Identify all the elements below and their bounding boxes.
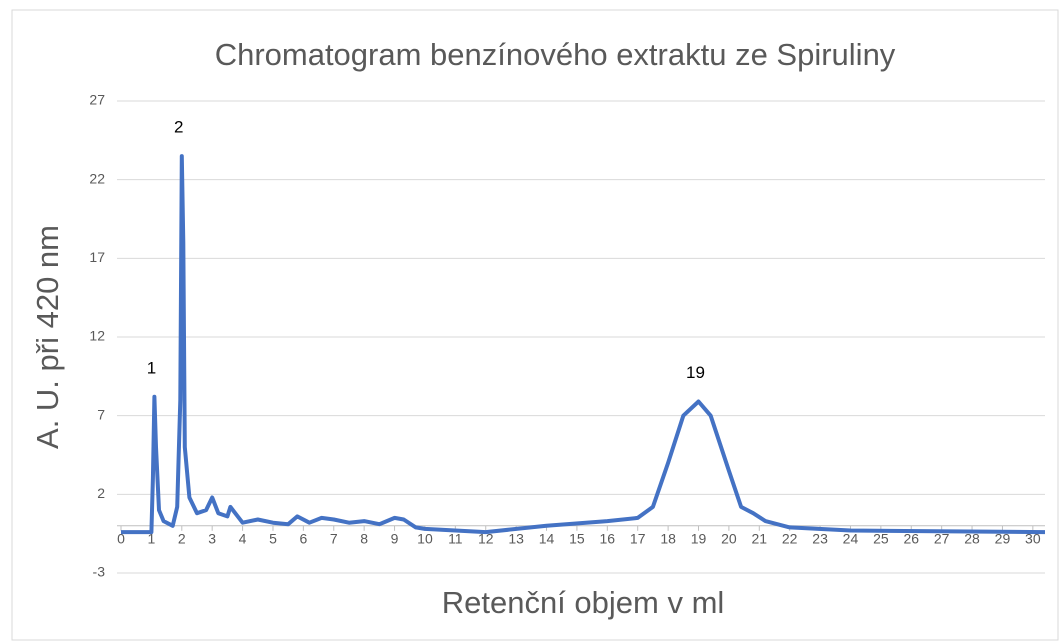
y-axis-label: A. U. při 420 nm bbox=[30, 225, 65, 449]
x-tick-label: 7 bbox=[330, 531, 338, 547]
x-tick-label: 3 bbox=[208, 531, 216, 547]
x-tick-label: 29 bbox=[995, 531, 1011, 547]
x-tick-label: 8 bbox=[360, 531, 368, 547]
x-tick-label: 5 bbox=[269, 531, 277, 547]
x-tick-label: 27 bbox=[934, 531, 950, 547]
x-tick-label: 14 bbox=[539, 531, 555, 547]
x-tick-label: 1 bbox=[147, 531, 155, 547]
x-tick-label: 21 bbox=[752, 531, 768, 547]
x-tick-label: 18 bbox=[660, 531, 676, 547]
y-tick-label: 22 bbox=[89, 170, 105, 186]
y-tick-label: 7 bbox=[97, 406, 105, 422]
x-tick-label: 28 bbox=[964, 531, 980, 547]
x-tick-label: 11 bbox=[448, 531, 463, 547]
x-tick-label: 4 bbox=[239, 531, 247, 547]
x-tick-label: 23 bbox=[812, 531, 828, 547]
y-tick-label: 12 bbox=[89, 328, 105, 344]
y-tick-label: 27 bbox=[89, 92, 105, 108]
y-tick-label: 2 bbox=[97, 485, 105, 501]
x-tick-label: 6 bbox=[299, 531, 307, 547]
x-tick-label: 19 bbox=[691, 531, 707, 547]
x-axis-label: Retenční objem v ml bbox=[442, 585, 725, 620]
y-tick-label: -3 bbox=[93, 564, 106, 580]
x-tick-label: 24 bbox=[843, 531, 859, 547]
chart-title: Chromatogram benzínového extraktu ze Spi… bbox=[215, 37, 896, 72]
x-tick-label: 25 bbox=[873, 531, 889, 547]
x-tick-label: 12 bbox=[478, 531, 494, 547]
data-line bbox=[121, 154, 1046, 535]
x-tick-label: 13 bbox=[508, 531, 524, 547]
y-tick-label: 17 bbox=[89, 249, 105, 265]
x-tick-label: 26 bbox=[903, 531, 919, 547]
x-tick-label: 9 bbox=[391, 531, 399, 547]
x-tick-label: 17 bbox=[630, 531, 646, 547]
x-tick-label: 30 bbox=[1025, 531, 1041, 547]
x-tick-label: 0 bbox=[117, 531, 125, 547]
x-tick-label: 16 bbox=[600, 531, 616, 547]
peak-label: 19 bbox=[686, 363, 705, 382]
chart-frame bbox=[11, 9, 1059, 641]
x-tick-label: 10 bbox=[417, 531, 433, 547]
peak-label: 1 bbox=[147, 358, 156, 377]
x-tick-label: 15 bbox=[569, 531, 585, 547]
x-tick-label: 22 bbox=[782, 531, 798, 547]
x-tick-label: 2 bbox=[178, 531, 186, 547]
peak-label: 2 bbox=[174, 118, 183, 137]
x-tick-label: 20 bbox=[721, 531, 737, 547]
